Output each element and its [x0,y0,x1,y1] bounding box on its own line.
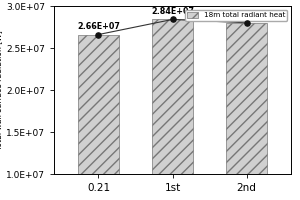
Y-axis label: Total wall surface radiation [W]: Total wall surface radiation [W] [0,30,3,150]
Text: 2.84E+07: 2.84E+07 [151,7,194,16]
Point [96,33,101,36]
Text: 2.80E+07: 2.80E+07 [225,10,268,19]
Text: 2.66E+07: 2.66E+07 [77,22,120,31]
Bar [226,23,267,200]
Bar [152,19,193,200]
Bar [78,35,119,200]
Point [244,21,249,24]
Point [170,18,175,21]
Legend: 18m total radiant heat: 18m total radiant heat [185,10,287,21]
